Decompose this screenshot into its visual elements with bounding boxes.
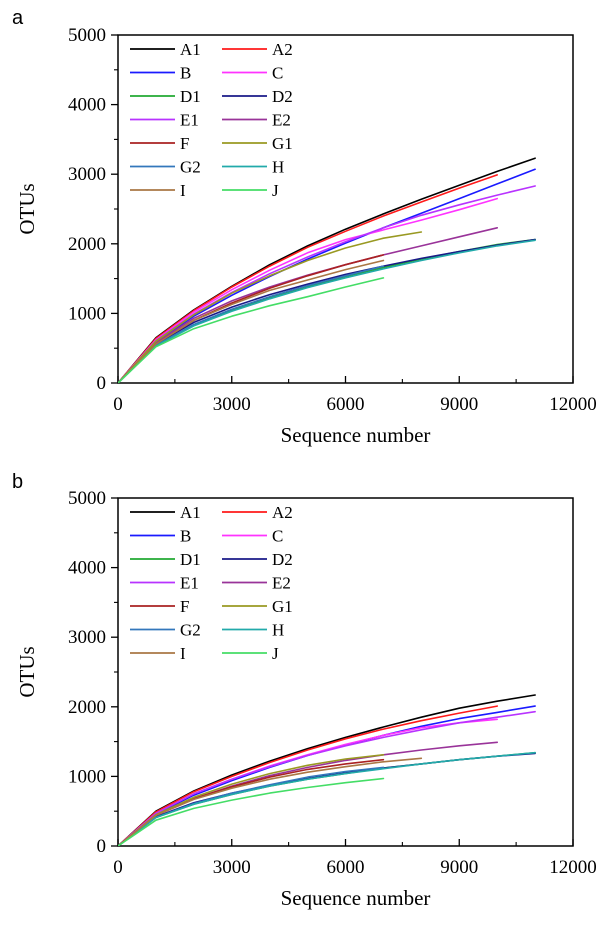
- series-line-e1: [118, 710, 536, 846]
- series-line-i: [118, 757, 423, 846]
- y-tick-label: 2000: [68, 234, 106, 255]
- legend-label: A2: [272, 40, 293, 59]
- x-tick-label: 3000: [213, 857, 251, 878]
- legend-label: A2: [272, 503, 293, 522]
- legend-label: D2: [272, 87, 293, 106]
- series-line-a2: [118, 705, 499, 846]
- legend-label: C: [272, 527, 283, 546]
- legend-label: E1: [180, 574, 199, 593]
- series-line-j: [118, 277, 385, 383]
- y-tick-label: 5000: [68, 488, 106, 509]
- x-tick-label: 12000: [549, 857, 597, 878]
- legend-label: G2: [180, 621, 201, 640]
- y-tick-label: 5000: [68, 25, 106, 46]
- series-lines: [118, 694, 536, 846]
- series-line-e2: [118, 741, 499, 846]
- series-line-e1: [118, 185, 536, 383]
- legend-label: I: [180, 181, 186, 200]
- y-tick-label: 3000: [68, 627, 106, 648]
- legend-label: B: [180, 527, 191, 546]
- panel-b-chart: b 0 3000 6000 9000 12000 0 1000 2000 3000 4000 5000…: [12, 471, 597, 910]
- y-axis-title: OTUs: [15, 646, 39, 697]
- x-tick-label: 9000: [440, 394, 478, 415]
- x-tick-label: 3000: [213, 394, 251, 415]
- x-tick-label: 9000: [440, 857, 478, 878]
- y-tick-label: 1000: [68, 303, 106, 324]
- x-axis-title: Sequence number: [281, 886, 431, 910]
- y-tick-label: 1000: [68, 766, 106, 787]
- series-line-b: [118, 168, 536, 383]
- panel-a-chart: a 0 3000 6000 9000 12000 0 1000 2000 3000 4000 5000…: [12, 7, 597, 447]
- panel-letter: a: [12, 7, 24, 29]
- y-tick-label: 2000: [68, 697, 106, 718]
- legend-label: F: [180, 597, 189, 616]
- legend-label: B: [180, 64, 191, 83]
- y-tick-label: 4000: [68, 95, 106, 116]
- series-line-g1: [118, 753, 385, 846]
- series-line-d2: [118, 238, 536, 383]
- x-tick-label: 12000: [549, 394, 597, 415]
- y-tick-label: 4000: [68, 558, 106, 579]
- series-line-g1: [118, 231, 423, 383]
- legend-label: A1: [180, 40, 201, 59]
- legend: A1 A2 B C D1 D2 E1 E2 F G1 G2 H I J: [130, 503, 293, 663]
- legend-label: F: [180, 134, 189, 153]
- legend-label: D2: [272, 550, 293, 569]
- legend-label: D1: [180, 87, 201, 106]
- x-tick-label: 0: [113, 394, 123, 415]
- legend-label: E1: [180, 111, 199, 130]
- legend-label: H: [272, 158, 284, 177]
- series-line-a1: [118, 694, 536, 846]
- x-axis-title: Sequence number: [281, 423, 431, 447]
- y-tick-label: 0: [97, 373, 107, 394]
- y-tick-label: 3000: [68, 164, 106, 185]
- x-tick-label: 6000: [327, 857, 365, 878]
- series-line-h: [118, 239, 536, 383]
- x-tick-label: 0: [113, 857, 123, 878]
- series-line-e2: [118, 227, 499, 383]
- series-line-c: [118, 718, 499, 846]
- series-lines: [118, 157, 536, 383]
- series-line-j: [118, 777, 385, 846]
- series-line-d1: [118, 238, 536, 383]
- legend-label: A1: [180, 503, 201, 522]
- legend: A1 A2 B C D1 D2 E1 E2 F G1 G2 H I J: [130, 40, 293, 200]
- x-tick-label: 6000: [327, 394, 365, 415]
- panel-letter: b: [12, 471, 23, 493]
- y-tick-label: 0: [97, 836, 107, 857]
- series-line-c: [118, 197, 499, 383]
- legend-label: I: [180, 644, 186, 663]
- legend-label: D1: [180, 550, 201, 569]
- legend-label: J: [272, 181, 279, 200]
- legend-label: E2: [272, 574, 291, 593]
- series-line-a2: [118, 174, 499, 383]
- legend-label: G1: [272, 134, 293, 153]
- series-line-h: [118, 751, 536, 846]
- series-line-i: [118, 259, 385, 383]
- legend-label: E2: [272, 111, 291, 130]
- legend-label: C: [272, 64, 283, 83]
- legend-label: J: [272, 644, 279, 663]
- legend-label: G1: [272, 597, 293, 616]
- legend-label: H: [272, 621, 284, 640]
- y-axis-title: OTUs: [15, 183, 39, 234]
- legend-label: G2: [180, 158, 201, 177]
